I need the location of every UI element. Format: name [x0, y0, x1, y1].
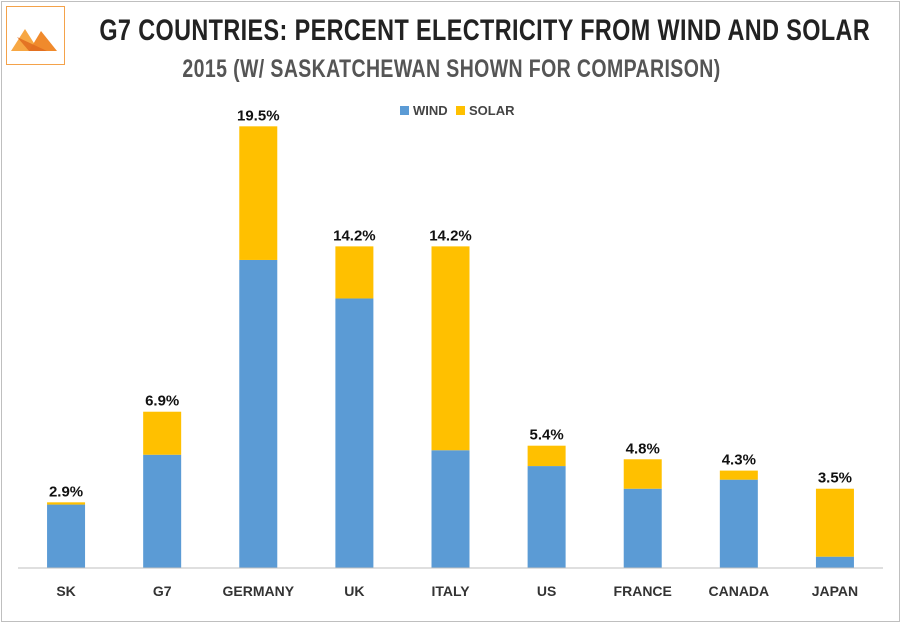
total-label-sk: 2.9% — [49, 483, 83, 500]
bar-wind-sk — [47, 505, 85, 568]
bar-wind-us — [528, 466, 566, 568]
total-label-uk: 14.2% — [333, 227, 376, 244]
bar-wind-italy — [432, 450, 470, 568]
total-label-japan: 3.5% — [818, 470, 852, 487]
total-label-canada: 4.3% — [722, 452, 756, 469]
x-tick-label-us: US — [537, 583, 556, 599]
x-tick-label-italy: ITALY — [431, 583, 470, 599]
bar-wind-g7 — [143, 455, 181, 568]
total-label-g7: 6.9% — [145, 393, 179, 410]
bar-solar-canada — [720, 471, 758, 480]
bar-wind-japan — [816, 557, 854, 568]
bar-solar-g7 — [143, 412, 181, 455]
bar-wind-canada — [720, 480, 758, 568]
bar-solar-sk — [47, 502, 85, 504]
bar-solar-japan — [816, 489, 854, 557]
bar-solar-us — [528, 446, 566, 466]
x-tick-label-g7: G7 — [153, 583, 172, 599]
x-tick-label-germany: GERMANY — [222, 583, 294, 599]
legend-label-solar: SOLAR — [469, 103, 515, 118]
total-label-us: 5.4% — [530, 427, 564, 444]
x-tick-label-france: FRANCE — [614, 583, 672, 599]
x-tick-label-sk: SK — [56, 583, 75, 599]
bar-solar-germany — [239, 126, 277, 260]
x-tick-label-canada: CANADA — [708, 583, 769, 599]
legend: WIND SOLAR — [400, 103, 515, 118]
bars — [47, 126, 854, 568]
bar-wind-germany — [239, 260, 277, 568]
legend-swatch-wind — [400, 106, 409, 115]
total-label-italy: 14.2% — [429, 227, 472, 244]
bar-solar-italy — [432, 246, 470, 450]
bar-wind-uk — [335, 298, 373, 568]
bar-wind-france — [624, 489, 662, 568]
chart-area: WIND SOLAR SK G7 GERMANY UK ITALY US FRANCE CANA… — [0, 0, 903, 625]
total-label-germany: 19.5% — [237, 107, 280, 124]
x-tick-label-uk: UK — [344, 583, 364, 599]
bar-solar-uk — [335, 246, 373, 298]
x-tick-label-japan: JAPAN — [812, 583, 858, 599]
x-axis-labels: SK G7 GERMANY UK ITALY US FRANCE CANADA JAPAN — [56, 583, 858, 599]
legend-swatch-solar — [456, 106, 465, 115]
bar-solar-france — [624, 459, 662, 488]
legend-label-wind: WIND — [413, 103, 448, 118]
total-label-france: 4.8% — [626, 440, 660, 457]
